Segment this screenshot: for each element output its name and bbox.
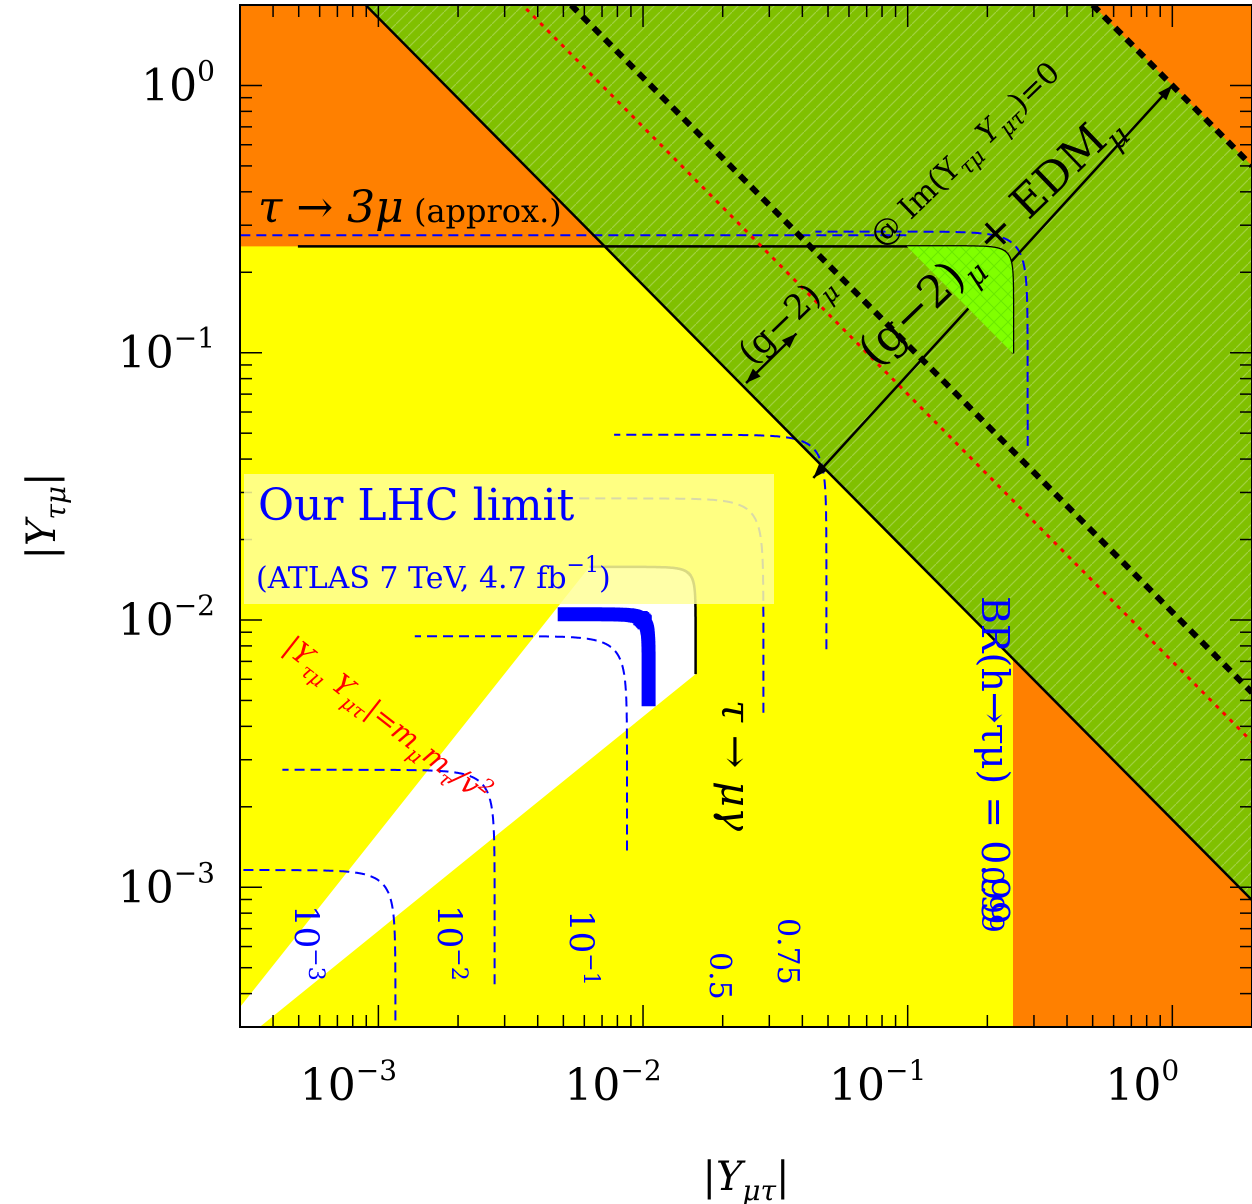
x-axis-label: |Yμτ| (702, 1154, 789, 1204)
naturalness-line (520, 5, 1252, 744)
y-tick-label: 10−3 (118, 856, 215, 913)
y-axis-label: |Yτμ| (19, 472, 72, 559)
br-contour-5 (815, 230, 1029, 446)
br-contour-label-4: 0.75 (770, 918, 805, 985)
edm-line (1090, 5, 1252, 169)
x-tick-label: 10−3 (300, 1054, 397, 1111)
br-contour-label-1: 10−2 (429, 905, 471, 981)
plot-frame (239, 4, 1252, 1028)
plot-area (240, 5, 1252, 1027)
br-contour-label-5: 0.99 (974, 866, 1009, 933)
tau-3mu-label: τ → 3μ (approx.) (258, 182, 562, 233)
x-tick-label: 10−1 (829, 1054, 926, 1111)
im-zero-line (569, 5, 1252, 695)
br-contour-label-0: 10−3 (286, 905, 328, 981)
y-tick-label: 10−1 (118, 322, 215, 379)
lhc-label-line2: (ATLAS 7 TeV, 4.7 fb−1) (256, 553, 611, 596)
lhc-label-box (244, 474, 774, 604)
edm-arrow-head (1158, 85, 1173, 101)
br-contour-4 (614, 433, 828, 650)
region-allowed-white (240, 566, 696, 1027)
br-label: BR(h→τμ) = 0.99 (973, 596, 1017, 925)
tick-labels: 10−3 10−3 10−2 10−2 10−1 10−1 100 100 (118, 54, 1180, 1111)
gm2-arrow-head (746, 368, 761, 384)
lhc-label-line1: Our LHC limit (258, 480, 575, 531)
x-tick-label: 10−2 (564, 1054, 661, 1111)
br-contour-0 (240, 869, 397, 1027)
br-contour-2 (414, 635, 628, 851)
diagonal-boundary (364, 5, 1252, 902)
br-contour-label-3: 0.5 (702, 952, 737, 1000)
y-tick-label: 10−2 (118, 589, 215, 646)
ticks (239, 4, 1252, 1028)
br-contour-1 (282, 768, 496, 985)
tau-mu-gamma-label: τ → μγ (712, 700, 758, 831)
region-g-2-hatch (906, 246, 1013, 354)
y-tick-label: 100 (141, 54, 215, 111)
x-tick-label: 100 (1105, 1054, 1179, 1111)
our-lhc-limit-curve (557, 607, 656, 707)
gm2-arrow-head (781, 333, 797, 348)
edm-arrow-head (813, 463, 828, 478)
br-contour-label-2: 10−1 (561, 910, 603, 986)
